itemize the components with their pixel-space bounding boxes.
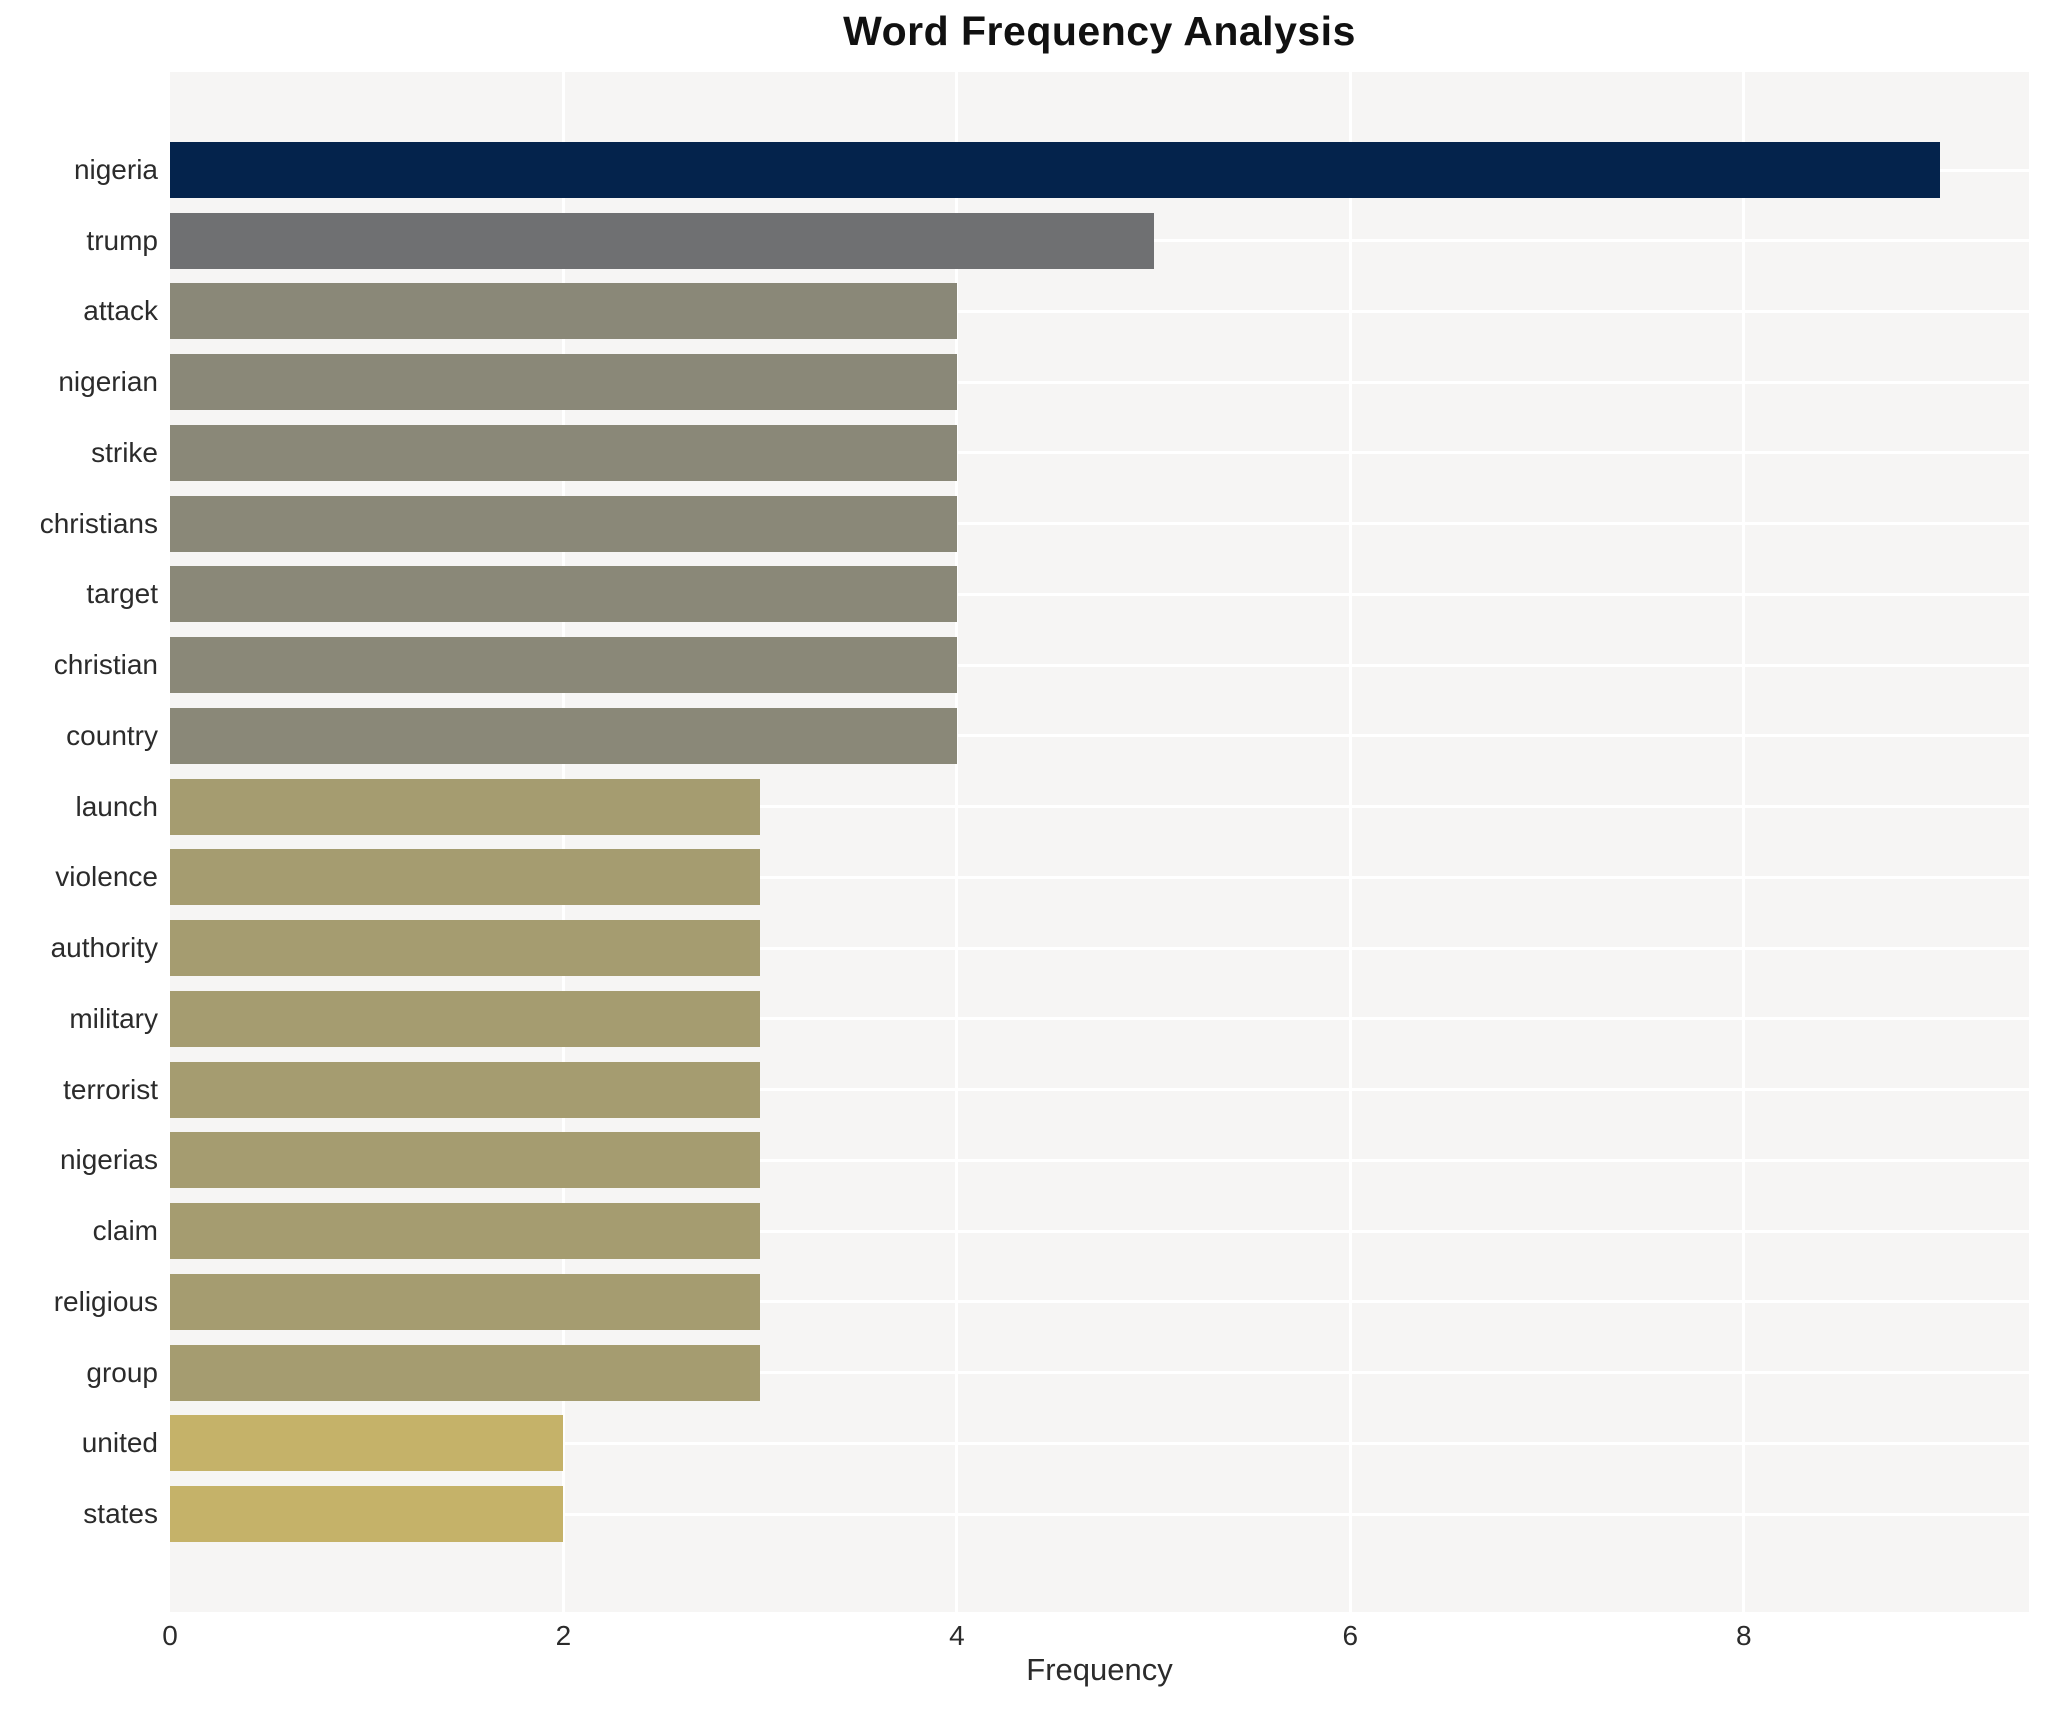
bar-authority	[170, 920, 761, 977]
y-tick-label-nigeria: nigeria	[73, 154, 158, 185]
bar-nigerian	[170, 354, 957, 411]
y-tick-label-nigerias: nigerias	[59, 1144, 158, 1176]
bar-nigeria	[170, 142, 1941, 198]
y-gridline	[170, 1017, 2029, 1021]
y-tick-label-christian: christian	[53, 649, 158, 681]
y-tick-label-trump: trump	[86, 224, 158, 256]
bar-strike	[170, 424, 957, 481]
y-tick-label-violence: violence	[55, 861, 158, 893]
x-tick-label-6: 6	[1342, 1620, 1359, 1651]
y-tick-label-target: target	[86, 578, 158, 610]
y-tick-label-strike: strike	[91, 436, 158, 468]
y-gridline	[170, 451, 2029, 455]
y-gridline	[170, 592, 2029, 596]
bar-terrorist	[170, 1061, 761, 1118]
y-gridline	[170, 805, 2029, 809]
bar-country	[170, 707, 957, 764]
bar-claim	[170, 1203, 761, 1260]
bar-target	[170, 566, 957, 623]
bar-nigerias	[170, 1132, 761, 1189]
bar-christian	[170, 637, 957, 694]
y-gridline	[170, 1229, 2029, 1233]
plot-area	[170, 72, 2029, 1612]
y-gridline	[170, 309, 2029, 313]
x-gridline-2	[561, 72, 565, 1612]
y-tick-label-attack: attack	[83, 295, 158, 327]
bar-religious	[170, 1273, 761, 1330]
y-tick-label-terrorist: terrorist	[63, 1073, 158, 1105]
y-gridline	[170, 875, 2029, 879]
x-tick-label-4: 4	[949, 1620, 965, 1651]
y-tick-label-military: military	[69, 1002, 158, 1034]
bar-states	[170, 1486, 564, 1543]
bar-attack	[170, 283, 957, 340]
bar-military	[170, 990, 761, 1047]
bar-trump	[170, 212, 1154, 269]
chart-title: Word Frequency Analysis	[843, 8, 1356, 54]
x-gridline-8	[1742, 72, 1746, 1612]
y-tick-label-claim: claim	[92, 1215, 158, 1247]
bar-christians	[170, 495, 957, 552]
x-gridline-6	[1348, 72, 1352, 1612]
y-gridline	[170, 1512, 2029, 1516]
y-tick-label-group: group	[86, 1356, 158, 1388]
bar-group	[170, 1344, 761, 1401]
y-gridline	[170, 946, 2029, 950]
y-tick-label-nigerian: nigerian	[58, 366, 158, 398]
y-tick-label-launch: launch	[75, 790, 158, 822]
x-axis-title: Frequency	[1026, 1652, 1173, 1687]
y-gridline	[170, 734, 2029, 738]
x-tick-label-2: 2	[555, 1620, 572, 1651]
y-gridline	[170, 1158, 2029, 1162]
bar-violence	[170, 849, 761, 906]
y-gridline	[170, 1371, 2029, 1375]
y-tick-label-christians: christians	[39, 507, 158, 539]
y-tick-label-religious: religious	[53, 1285, 158, 1317]
y-tick-label-country: country	[66, 719, 158, 751]
y-tick-label-states: states	[83, 1498, 158, 1530]
y-gridline	[170, 380, 2029, 384]
y-gridline	[170, 1088, 2029, 1092]
y-gridline	[170, 1441, 2029, 1445]
y-tick-label-authority: authority	[50, 932, 158, 964]
bar-united	[170, 1415, 564, 1472]
y-gridline	[170, 522, 2029, 526]
x-gridline-4	[955, 72, 959, 1612]
y-tick-label-united: united	[81, 1427, 158, 1459]
y-gridline	[170, 1300, 2029, 1304]
x-tick-label-0: 0	[162, 1620, 178, 1651]
x-tick-label-8: 8	[1735, 1620, 1752, 1651]
bar-launch	[170, 778, 761, 835]
y-gridline	[170, 663, 2029, 667]
